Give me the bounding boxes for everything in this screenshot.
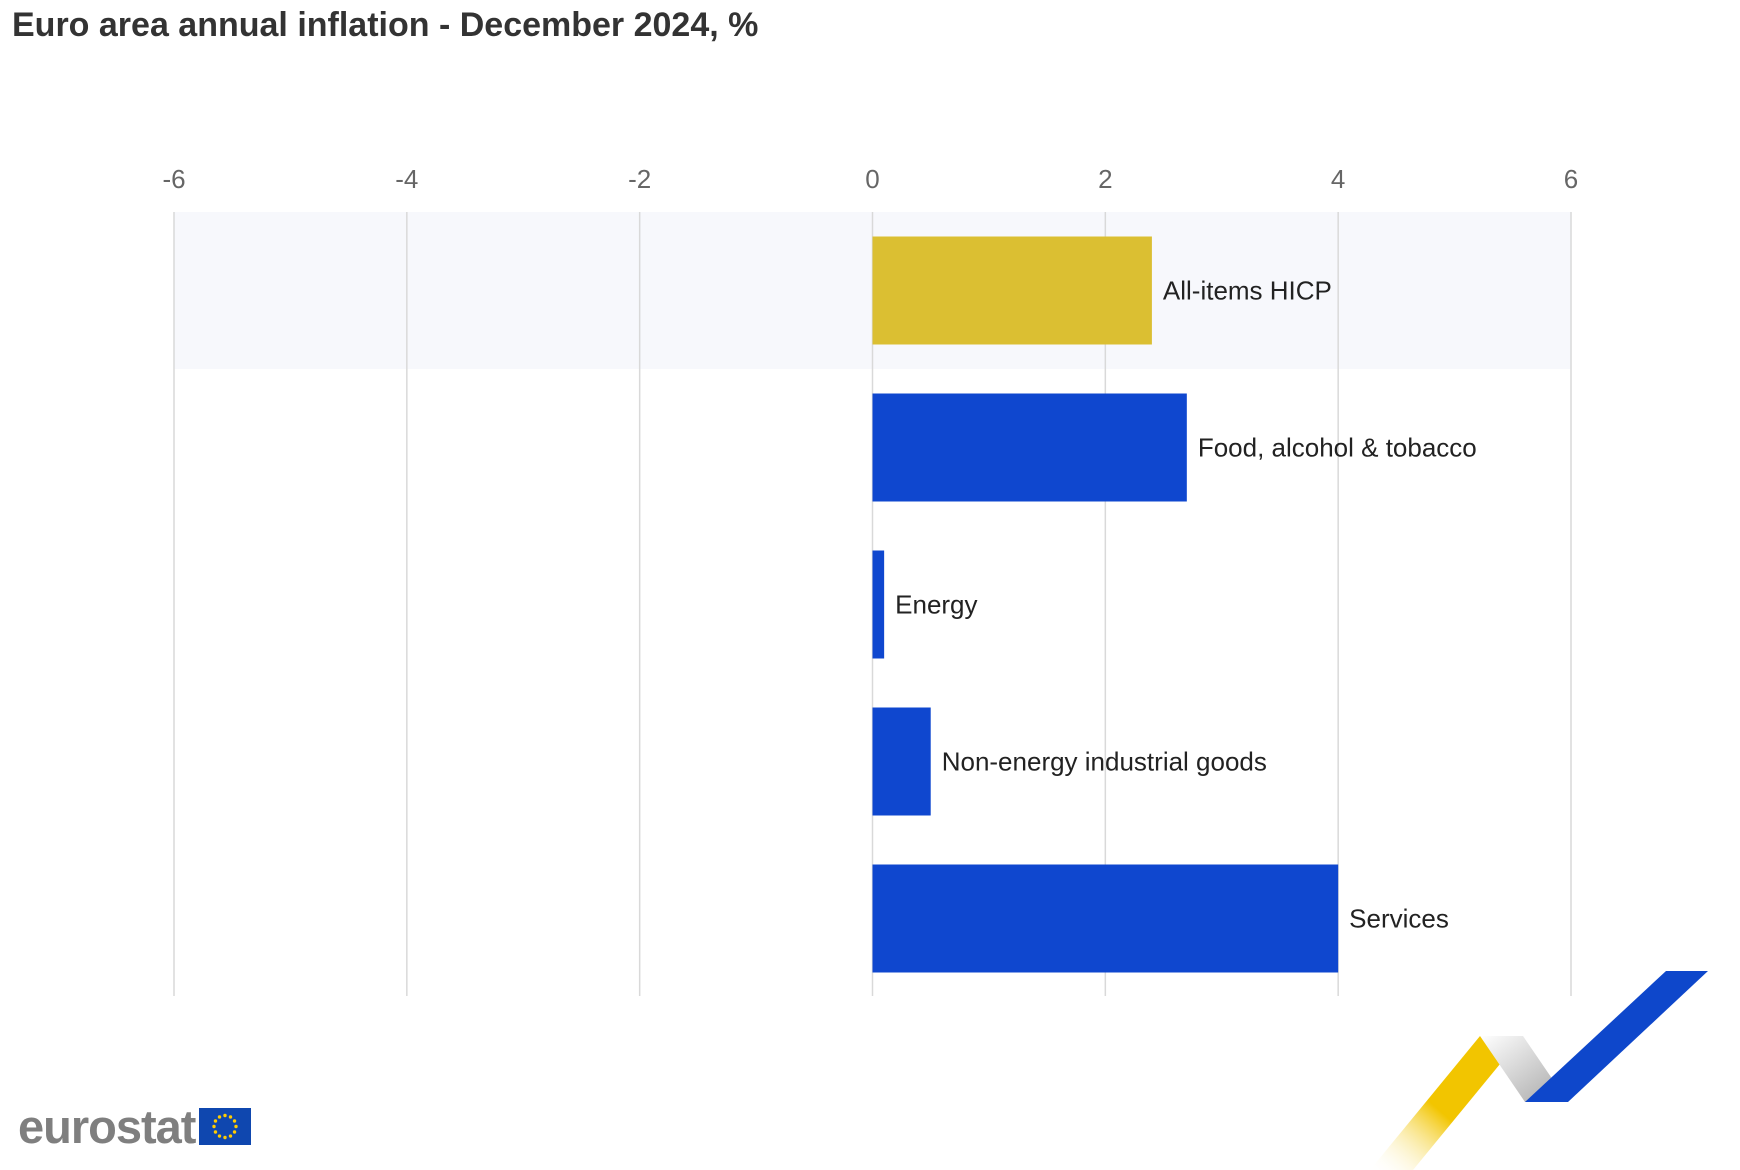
- bar-chart: -6 -4 -2 0 2 4 6 All-items HICP Food, alcohol &…: [162, 164, 1578, 996]
- flag-star: [218, 1114, 222, 1119]
- bar[interactable]: [872, 550, 885, 659]
- flag-star: [229, 1133, 233, 1138]
- flag-star: [214, 1129, 218, 1134]
- bar[interactable]: [872, 236, 1152, 345]
- flag-star: [229, 1114, 233, 1119]
- x-tick-label: -4: [395, 164, 418, 194]
- chart-title: Euro area annual inflation - December 20…: [12, 6, 759, 44]
- flag-star: [212, 1124, 217, 1128]
- bar[interactable]: [872, 864, 1339, 973]
- flag-star: [218, 1133, 222, 1138]
- flag-star: [214, 1118, 218, 1123]
- x-tick-label: -2: [628, 164, 651, 194]
- swoosh-yellow-stroke: [1370, 1036, 1523, 1170]
- category-label: Services: [1349, 904, 1449, 934]
- flag-star: [233, 1118, 237, 1123]
- swoosh-blue-stroke: [1525, 971, 1708, 1102]
- x-tick-label: -6: [162, 164, 185, 194]
- x-tick-label: 4: [1331, 164, 1345, 194]
- category-label: All-items HICP: [1163, 276, 1332, 306]
- flag-star: [234, 1124, 239, 1128]
- category-label-layer: All-items HICP Food, alcohol & tobacco Ene…: [895, 276, 1477, 934]
- x-tick-label: 6: [1564, 164, 1578, 194]
- bar[interactable]: [872, 393, 1187, 502]
- tick-label-layer: -6 -4 -2 0 2 4 6: [162, 164, 1578, 194]
- flag-star: [223, 1113, 228, 1117]
- category-label: Energy: [895, 590, 977, 620]
- category-label: Non-energy industrial goods: [942, 747, 1267, 777]
- flag-star: [233, 1129, 237, 1134]
- eurostat-wordmark: eurostat: [18, 1099, 196, 1153]
- eu-flag-icon: [199, 1107, 252, 1145]
- x-tick-label: 2: [1098, 164, 1112, 194]
- eurostat-logo[interactable]: eurostat: [18, 1099, 252, 1153]
- bar[interactable]: [872, 707, 931, 816]
- flag-star: [223, 1135, 228, 1139]
- x-tick-label: 0: [865, 164, 879, 194]
- category-label: Food, alcohol & tobacco: [1198, 433, 1477, 463]
- bar-layer: [872, 236, 1339, 973]
- eurostat-swoosh-logo: [1370, 971, 1708, 1170]
